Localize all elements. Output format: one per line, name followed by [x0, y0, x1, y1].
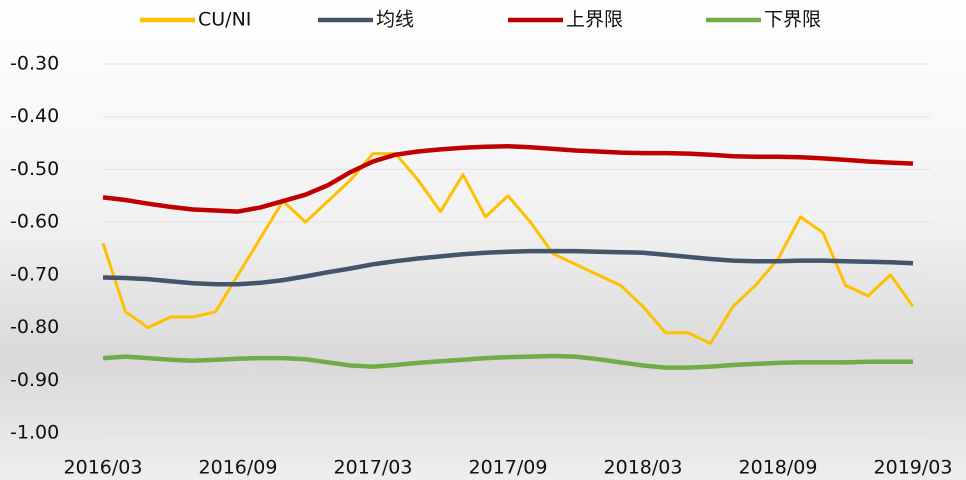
- legend-label: 上界限: [566, 9, 623, 31]
- x-tick-label: 2016/09: [199, 457, 278, 479]
- x-tick-label: 2019/03: [874, 457, 953, 479]
- series-line: [103, 251, 913, 284]
- y-tick-label: -0.60: [10, 211, 59, 233]
- y-tick-label: -0.90: [10, 369, 59, 391]
- series-line: [103, 146, 913, 211]
- series-line: [103, 154, 913, 344]
- series-line: [103, 356, 913, 368]
- y-tick-label: -0.70: [10, 263, 59, 285]
- legend-label: 均线: [376, 9, 414, 31]
- legend-label: CU/NI: [198, 9, 251, 31]
- y-tick-label: -0.40: [10, 105, 59, 127]
- y-tick-label: -0.30: [10, 53, 59, 75]
- x-tick-label: 2017/09: [469, 457, 548, 479]
- y-tick-label: -1.00: [10, 422, 59, 444]
- x-tick-label: 2018/09: [739, 457, 818, 479]
- x-tick-label: 2016/03: [64, 457, 143, 479]
- y-tick-label: -0.80: [10, 316, 59, 338]
- x-tick-label: 2017/03: [334, 457, 413, 479]
- chart: -1.00 -0.90 -0.80 -0.70 -0.60 -0.50 -0.40 -0.30…: [0, 0, 966, 480]
- legend-label: 下界限: [764, 9, 821, 31]
- x-tick-label: 2018/03: [604, 457, 683, 479]
- y-tick-label: -0.50: [10, 158, 59, 180]
